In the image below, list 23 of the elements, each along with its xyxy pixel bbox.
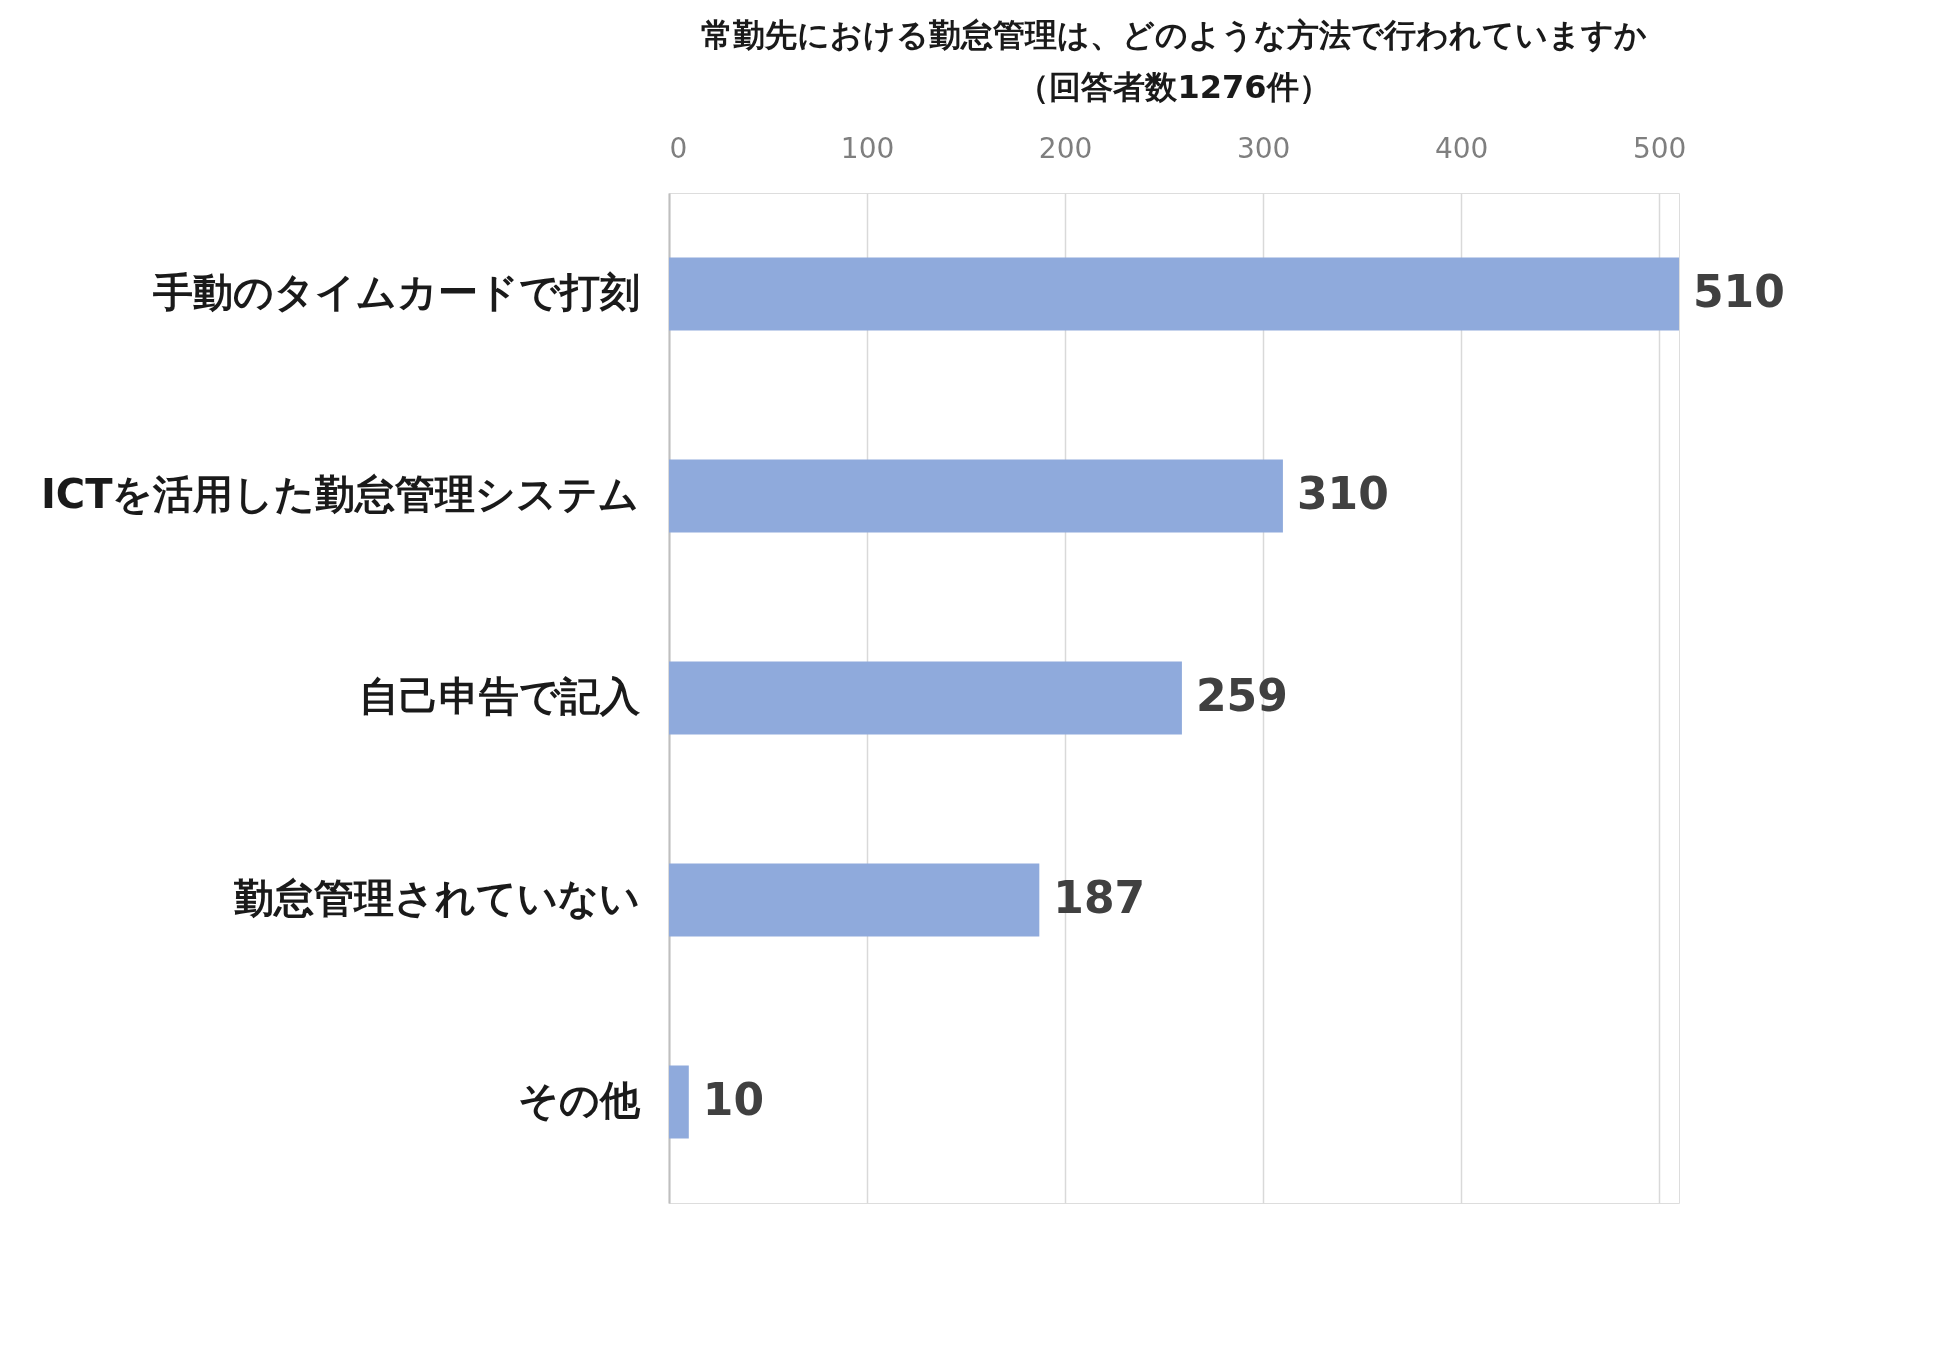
data-label: 310 xyxy=(1296,468,1389,519)
bar xyxy=(669,863,1040,937)
x-tick-label: 200 xyxy=(1038,131,1093,165)
y-tick-label: 勤怠管理されていない xyxy=(232,875,640,921)
x-tick-label: 0 xyxy=(669,131,688,165)
x-tick-label: 100 xyxy=(840,131,895,165)
chart-title: 常勤先における勤怠管理は、どのような方法で行われていますか xyxy=(701,16,1647,54)
bar xyxy=(669,1065,689,1139)
y-tick-label: その他 xyxy=(517,1077,641,1123)
data-label: 510 xyxy=(1693,266,1785,317)
x-tick-label: 500 xyxy=(1632,131,1687,165)
y-tick-label: 自己申告で記入 xyxy=(358,673,641,719)
x-tick-label: 300 xyxy=(1236,131,1291,165)
bar xyxy=(669,257,1679,331)
bar xyxy=(669,459,1283,533)
data-label: 259 xyxy=(1195,670,1288,721)
x-tick-label: 400 xyxy=(1434,131,1489,165)
data-label: 187 xyxy=(1053,872,1146,923)
y-tick-label: 手動のタイムカードで打刻 xyxy=(151,269,640,315)
bar xyxy=(669,661,1182,735)
data-label: 10 xyxy=(702,1074,765,1125)
chart-subtitle: （回答者数1276件） xyxy=(1017,68,1331,106)
y-tick-label: ICTを活用した勤怠管理システム xyxy=(40,471,640,517)
